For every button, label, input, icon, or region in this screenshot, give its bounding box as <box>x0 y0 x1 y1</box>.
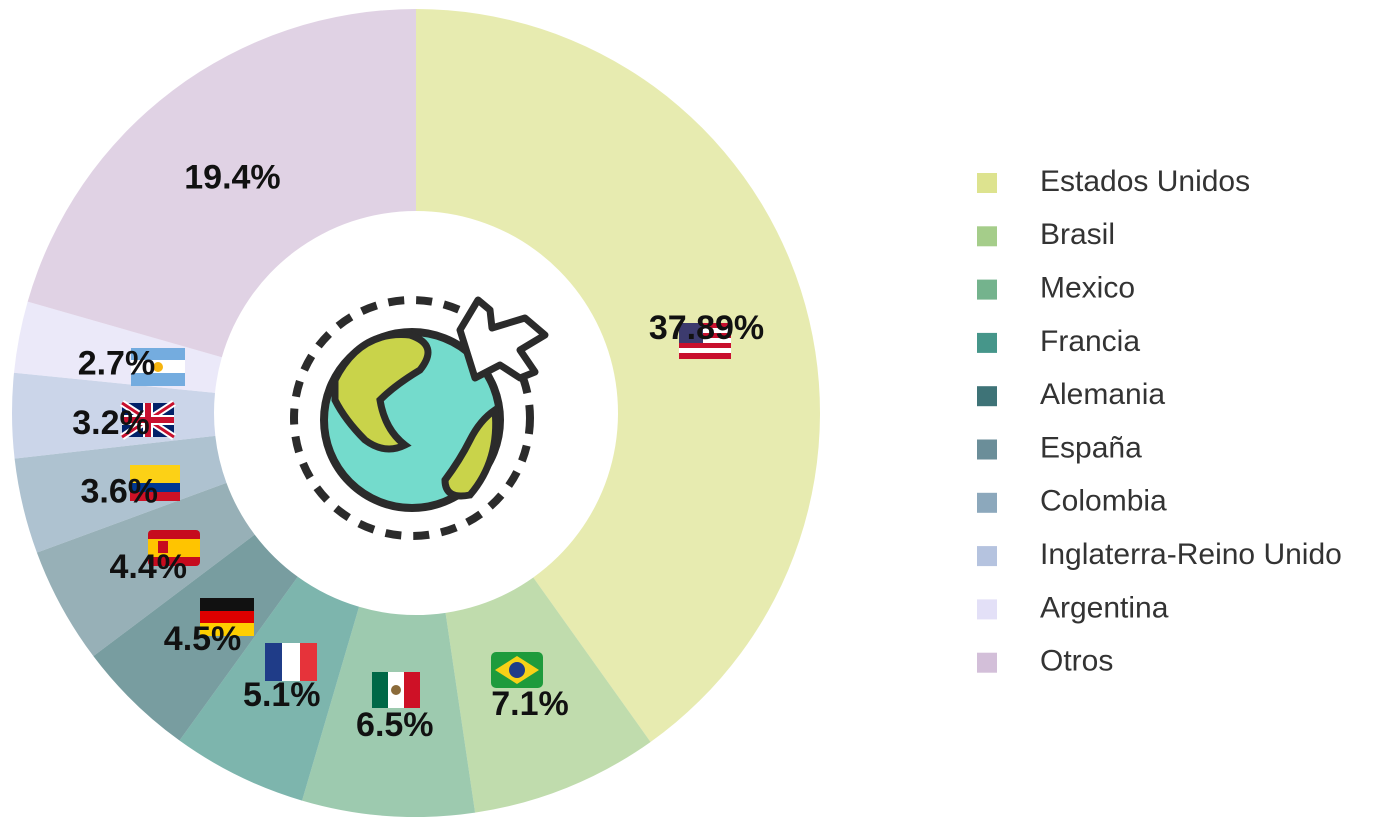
value-label: 4.4% <box>110 548 188 586</box>
value-label: 7.1% <box>491 685 569 723</box>
legend-label: Colombia <box>1040 485 1167 518</box>
center-icon <box>294 300 545 536</box>
legend-swatch <box>977 333 997 353</box>
value-label: 37.89% <box>649 309 764 347</box>
legend-label: Alemania <box>1040 378 1165 411</box>
legend-label: Inglaterra-Reino Unido <box>1040 538 1342 571</box>
legend-swatch <box>977 440 997 460</box>
legend-swatch <box>977 599 997 619</box>
flag <box>491 652 543 688</box>
flag <box>372 672 420 708</box>
legend-swatch <box>977 386 997 406</box>
value-label: 2.7% <box>78 345 156 383</box>
legend-label: Mexico <box>1040 272 1135 305</box>
legend-label: Estados Unidos <box>1040 165 1250 198</box>
value-label: 3.2% <box>72 404 150 442</box>
value-label: 4.5% <box>164 620 242 658</box>
value-label: 5.1% <box>243 676 321 714</box>
legend-label: Francia <box>1040 325 1140 358</box>
legend-swatch <box>977 493 997 513</box>
value-label: 19.4% <box>184 158 280 196</box>
legend-swatch <box>977 173 997 193</box>
value-label: 3.6% <box>81 472 159 510</box>
legend-label: Brasil <box>1040 218 1115 251</box>
legend-swatch <box>977 280 997 300</box>
legend-swatch <box>977 226 997 246</box>
chart: Estados Unidos Brasil Mexico Francia Alemani… <box>0 0 1392 817</box>
legend-label: España <box>1040 431 1142 464</box>
legend: Estados Unidos Brasil Mexico Francia Alemani… <box>977 165 1342 678</box>
legend-label: Otros <box>1040 645 1113 678</box>
legend-swatch <box>977 653 997 673</box>
legend-label: Argentina <box>1040 591 1169 624</box>
value-label: 6.5% <box>356 706 434 744</box>
legend-swatch <box>977 546 997 566</box>
